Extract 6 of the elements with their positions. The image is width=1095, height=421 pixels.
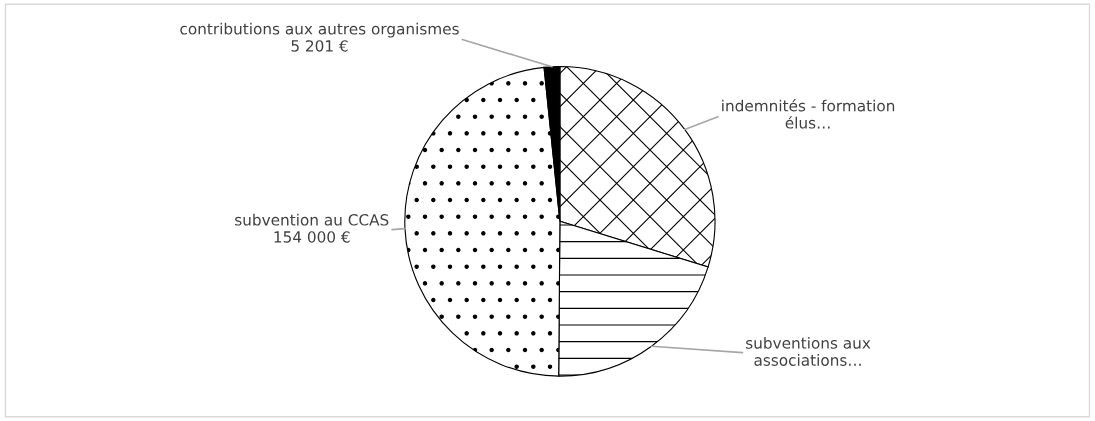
slice-label: contributions aux autres organismes xyxy=(180,22,459,38)
slice-label: indemnités - formation élus… xyxy=(722,99,895,129)
data-label: 5 201 € xyxy=(291,40,348,52)
slice-label: subventions aux associations… xyxy=(746,336,871,366)
slice-label: subvention au CCAS xyxy=(235,213,389,226)
data-label: 154 000 € xyxy=(274,231,350,243)
